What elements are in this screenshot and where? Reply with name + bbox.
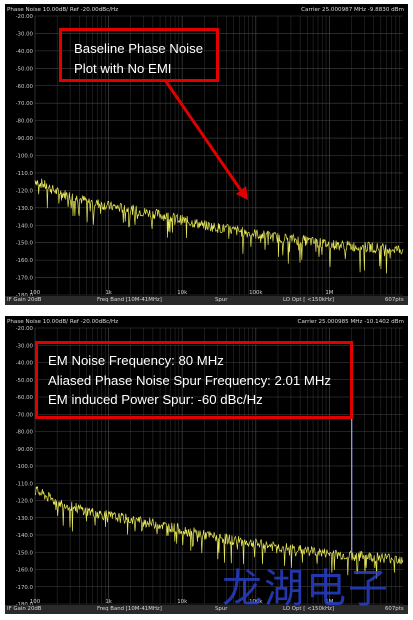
panel-header: Phase Noise 10.00dB/ Ref -20.00dBc/Hz Ca… (5, 4, 408, 16)
y-tick-label: -120.0 (16, 188, 34, 194)
y-tick-label: -40.00 (16, 361, 34, 367)
phase-noise-plot-bottom: -20.00 -30.00 -40.00 -50.00 -60.00 -70.00 -80.… (16, 326, 404, 608)
y-tick-label: -70.00 (16, 412, 34, 418)
header-carrier-label: Carrier 25.000987 MHz -9.8830 dBm (301, 7, 404, 13)
footer-if-gain: IF Gain 20dB (7, 297, 42, 303)
y-tick-label: -100.0 (16, 464, 34, 470)
x-tick-label: 100 (30, 290, 41, 296)
y-tick-label: -90.00 (16, 447, 34, 453)
panel-footer: IF Gain 20dB Freq Band [10M-41MHz] Spur … (5, 296, 408, 305)
callout-line: EM induced Power Spur: -60 dBc/Hz (48, 392, 263, 407)
phase-noise-trace (34, 486, 404, 579)
y-tick-label: -30.00 (16, 31, 34, 37)
x-tick-label: 1k (105, 290, 112, 296)
x-tick-label: 10k (177, 599, 188, 605)
callout-line: Plot with No EMI (74, 61, 172, 76)
y-tick-label: -130.0 (16, 206, 34, 212)
y-tick-label: -140.0 (16, 223, 34, 229)
y-tick-label: -110.0 (16, 481, 34, 487)
callout-line: Baseline Phase Noise (74, 41, 204, 56)
footer-lo-opt: LO Opt [ <150kHz] (283, 606, 334, 612)
y-tick-label: -40.00 (16, 49, 34, 55)
footer-points: 607pts (385, 297, 404, 303)
y-tick-label: -50.00 (16, 66, 34, 72)
y-tick-label: -120.0 (16, 499, 34, 505)
annotation-callout-emi: EM Noise Frequency: 80 MHz Aliased Phase… (35, 341, 353, 419)
y-tick-label: -110.0 (16, 171, 34, 177)
y-tick-label: -50.00 (16, 378, 34, 384)
y-tick-label: -60.00 (16, 84, 34, 90)
x-tick-label: 1M (325, 599, 333, 605)
x-tick-label: 100k (249, 290, 263, 296)
x-tick-label: 100k (249, 599, 263, 605)
watermark-logo: 龙湖电子 (222, 566, 390, 612)
footer-if-gain: IF Gain 20dB (7, 606, 42, 612)
y-tick-label: -150.0 (16, 550, 34, 556)
x-tick-label: 10k (177, 290, 188, 296)
x-tick-label: 1k (105, 599, 112, 605)
y-tick-label: -20.00 (16, 14, 34, 20)
x-tick-label: 1M (325, 290, 333, 296)
y-tick-label: -130.0 (16, 516, 34, 522)
y-tick-label: -170.0 (16, 585, 34, 591)
y-tick-label: -150.0 (16, 241, 34, 247)
y-tick-label: -20.00 (16, 326, 34, 332)
y-tick-label: -90.00 (16, 136, 34, 142)
phase-noise-panel-bottom: Phase Noise 10.00dB/ Ref -20.00dBc/Hz Ca… (5, 316, 408, 614)
y-tick-label: -30.00 (16, 343, 34, 349)
panel-footer: IF Gain 20dB Freq Band [10M-41MHz] Spur … (5, 605, 408, 614)
callout-line: Aliased Phase Noise Spur Frequency: 2.01… (48, 372, 331, 388)
y-tick-label: -140.0 (16, 533, 34, 539)
annotation-callout-baseline: Baseline Phase Noise Plot with No EMI (59, 28, 219, 82)
footer-freq-band: Freq Band [10M-41MHz] (97, 606, 162, 612)
header-carrier-label: Carrier 25.000985 MHz -10.1402 dBm (297, 319, 404, 325)
phase-noise-trace (34, 178, 404, 274)
footer-spur: Spur (215, 606, 228, 612)
y-tick-label: -160.0 (16, 568, 34, 574)
header-scale-label: Phase Noise 10.00dB/ Ref -20.00dBc/Hz (7, 319, 119, 325)
y-tick-label: -160.0 (16, 258, 34, 264)
header-scale-label: Phase Noise 10.00dB/ Ref -20.00dBc/Hz (7, 7, 119, 13)
y-tick-label: -60.00 (16, 395, 34, 401)
y-tick-label: -70.00 (16, 101, 34, 107)
y-tick-label: -80.00 (16, 119, 34, 125)
x-tick-label: 100 (30, 599, 41, 605)
footer-freq-band: Freq Band [10M-41MHz] (97, 297, 162, 303)
footer-spur: Spur (215, 297, 228, 303)
footer-points: 607pts (385, 606, 404, 612)
y-tick-label: -170.0 (16, 276, 34, 282)
footer-lo-opt: LO Opt [ <150kHz] (283, 297, 334, 303)
callout-line: EM Noise Frequency: 80 MHz (48, 353, 224, 368)
panel-header: Phase Noise 10.00dB/ Ref -20.00dBc/Hz Ca… (5, 316, 408, 328)
y-tick-label: -100.0 (16, 154, 34, 160)
y-tick-label: -80.00 (16, 430, 34, 436)
